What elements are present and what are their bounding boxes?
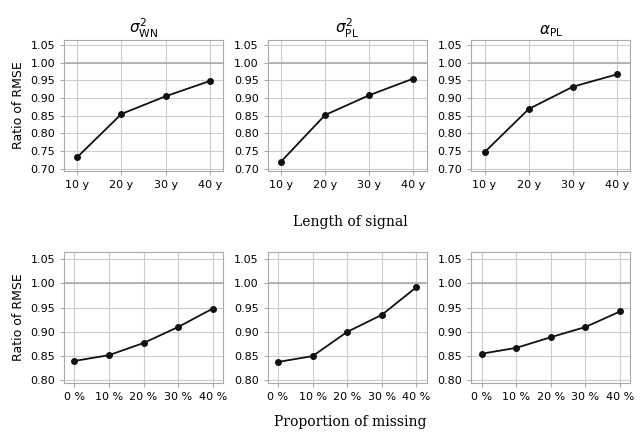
Text: Proportion of missing: Proportion of missing — [274, 415, 426, 429]
Y-axis label: Ratio of RMSE: Ratio of RMSE — [12, 273, 25, 361]
Title: $\sigma^2_{\mathrm{PL}}$: $\sigma^2_{\mathrm{PL}}$ — [335, 16, 359, 40]
Y-axis label: Ratio of RMSE: Ratio of RMSE — [12, 61, 25, 149]
Title: $\sigma^2_{\mathrm{WN}}$: $\sigma^2_{\mathrm{WN}}$ — [129, 16, 158, 40]
Text: Length of signal: Length of signal — [292, 215, 408, 229]
Title: $\alpha_{\mathrm{PL}}$: $\alpha_{\mathrm{PL}}$ — [539, 23, 563, 39]
